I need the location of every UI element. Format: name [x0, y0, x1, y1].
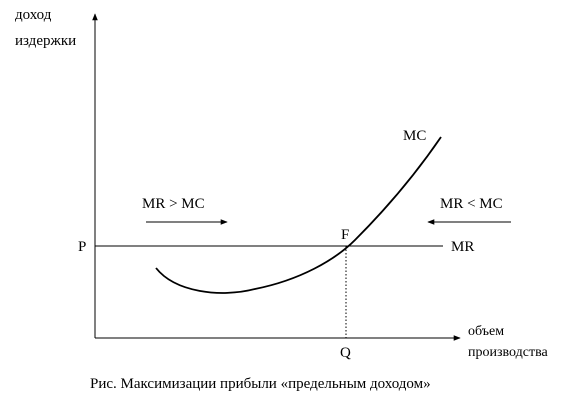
x-axis-label-line2: производства [468, 345, 549, 360]
x-axis-label-line1: объем [468, 324, 504, 339]
intersection-label: F [341, 227, 349, 243]
mc-label: MC [403, 128, 426, 144]
mc-curve [155, 136, 442, 294]
figure-caption: Рис. Максимизации прибыли «предельным до… [90, 376, 431, 392]
right-condition-label: MR < MC [440, 196, 503, 212]
y-axis-label-line2: издержки [15, 33, 76, 49]
mr-label: MR [451, 239, 474, 255]
quantity-label: Q [340, 345, 351, 361]
left-condition-label: MR > MC [142, 196, 205, 212]
y-axis-label-line1: доход [15, 7, 52, 23]
price-label: P [78, 239, 86, 255]
